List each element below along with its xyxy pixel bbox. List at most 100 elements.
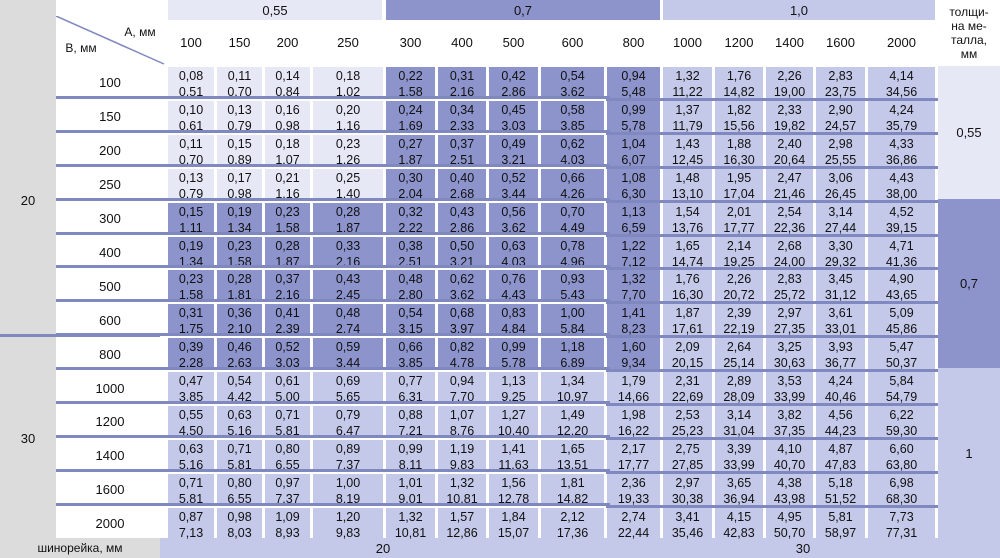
cell-value-top: 0,16: [275, 102, 300, 117]
cell-value-top: 1,49: [560, 408, 585, 422]
cell-value-bottom: 44,23: [824, 424, 857, 438]
cell-value-top: 0,48: [398, 272, 423, 287]
cell-value-bottom: 7,70: [621, 288, 646, 303]
b-value-label: 1600: [95, 482, 125, 498]
cell-value-bottom: 42,83: [723, 525, 755, 540]
cell-value-top: 0,89: [335, 441, 361, 456]
table-cell: 5,81 58,97: [816, 507, 865, 540]
cell-value-top: 0,38: [398, 238, 423, 253]
cell-value-bottom: 20,64: [773, 152, 806, 167]
table-cell: 0,22 1,58: [386, 67, 435, 99]
cell-value-top: 0,99: [398, 441, 423, 456]
table-cell: 0,48 2,80: [386, 270, 435, 302]
cell-value-top: 3,53: [777, 374, 802, 389]
cell-value-bottom: 14,74: [671, 254, 704, 269]
table-cell: 0,24 1,69: [386, 100, 435, 133]
cell-value-top: 0,43: [449, 204, 475, 219]
a-value-header: 500: [502, 34, 525, 50]
cell-value-top: 1,37: [675, 102, 700, 117]
a-axis-label: A, мм: [124, 25, 156, 39]
cell-value-bottom: 5,00: [275, 390, 300, 405]
cell-value-bottom: 25,55: [824, 152, 857, 167]
cell-value-bottom: 1,87: [335, 220, 361, 235]
cell-value-bottom: 1,07: [275, 152, 300, 167]
cell-value-bottom: 47,83: [824, 457, 857, 472]
left-group-20: 20: [20, 192, 36, 208]
cell-value-top: 2,36: [621, 475, 646, 490]
cell-value-bottom: 1,16: [335, 118, 361, 133]
cell-value-bottom: 6,31: [398, 390, 423, 405]
cell-value-bottom: 25,14: [723, 356, 755, 371]
table-cell: 0,54 4,42: [217, 372, 262, 404]
cell-value-top: 0,56: [501, 204, 526, 219]
cell-value-bottom: 8,19: [335, 491, 361, 506]
table-cell: 0,37 2,51: [438, 134, 486, 167]
table-cell: 0,30 2,04: [386, 168, 435, 201]
cell-value-top: 0,93: [560, 272, 585, 287]
table-cell: 1,65 13,51: [541, 439, 604, 472]
table-cell: 3,41 35,46: [663, 507, 712, 540]
cell-value-bottom: 0,98: [227, 186, 252, 201]
table-cell: 2,26 20,72: [715, 270, 763, 302]
table-cell: 0,45 3,03: [489, 100, 538, 133]
cell-value-top: 0,55: [178, 408, 204, 422]
cell-value-bottom: 0,84: [275, 85, 300, 99]
cell-value-bottom: 5,43: [560, 288, 585, 303]
table-cell: 3,45 31,12: [816, 270, 865, 302]
table-cell: 5,18 51,52: [816, 473, 865, 506]
cell-value-bottom: 37,35: [773, 424, 806, 438]
cell-value-top: 1,13: [501, 374, 526, 389]
row-separator-right: [606, 403, 938, 406]
cell-value-bottom: 1,02: [335, 85, 361, 99]
cell-value-bottom: 5,81: [178, 491, 204, 506]
cell-value-top: 3,25: [777, 340, 802, 355]
cell-value-top: 4,56: [828, 408, 853, 422]
table-cell: 0,18 1,07: [265, 134, 310, 167]
table-cell: 4,15 42,83: [715, 507, 763, 540]
cell-value-top: 0,13: [178, 170, 204, 185]
a-value-header: 400: [451, 34, 473, 50]
table-cell: 1,22 7,12: [607, 236, 660, 269]
table-cell: 2,74 22,44: [607, 507, 660, 540]
cell-value-top: 1,32: [449, 475, 475, 490]
cell-value-top: 1,79: [621, 374, 646, 389]
cell-value-bottom: 24,00: [773, 254, 806, 269]
cell-value-bottom: 1,34: [227, 220, 252, 235]
cell-value-bottom: 3,44: [501, 186, 526, 201]
cell-value-top: 0,83: [501, 306, 526, 321]
cell-value-top: 1,20: [335, 509, 361, 524]
table-cell: 5,09 45,86: [868, 304, 935, 336]
cell-value-top: 1,32: [398, 509, 423, 524]
table-cell: 0,99 8,11: [386, 439, 435, 472]
row-separator-right: [606, 301, 938, 305]
cell-value-top: 4,10: [777, 441, 802, 456]
cell-value-bottom: 1,58: [275, 220, 300, 235]
cell-value-top: 0,27: [398, 136, 423, 151]
b-value-label: 1200: [95, 414, 125, 430]
cell-value-top: 0,32: [398, 204, 423, 219]
cell-value-bottom: 19,25: [723, 254, 755, 269]
cell-value-bottom: 38,00: [885, 186, 918, 201]
cell-value-top: 4,33: [889, 136, 914, 151]
cell-value-top: 0,21: [275, 170, 300, 185]
cell-value-top: 2,17: [621, 441, 646, 456]
table-cell: 0,33 2,16: [313, 236, 383, 269]
cell-value-bottom: 14,66: [617, 390, 650, 405]
cell-value-top: 3,06: [828, 170, 853, 185]
cell-value-top: 2,47: [777, 170, 802, 185]
row-separator-left: [56, 502, 610, 506]
table-cell: 0,25 1,40: [313, 168, 383, 201]
table-cell: 0,59 3,44: [313, 338, 383, 370]
cell-value-top: 0,46: [227, 340, 252, 355]
a-value-header: 600: [561, 34, 584, 50]
cell-value-bottom: 2,22: [398, 220, 423, 235]
table-cell: 0,56 3,62: [489, 202, 538, 235]
table-cell: 1,34 10,97: [541, 372, 604, 404]
cell-value-bottom: 11,79: [672, 118, 703, 133]
cell-value-bottom: 4,50: [178, 424, 204, 438]
cell-value-top: 2,83: [828, 69, 853, 83]
cell-value-bottom: 0,70: [178, 152, 204, 167]
table-cell: 2,31 22,69: [663, 372, 712, 404]
left-group-30: 30: [20, 430, 36, 446]
b-value-label: 250: [99, 177, 121, 193]
